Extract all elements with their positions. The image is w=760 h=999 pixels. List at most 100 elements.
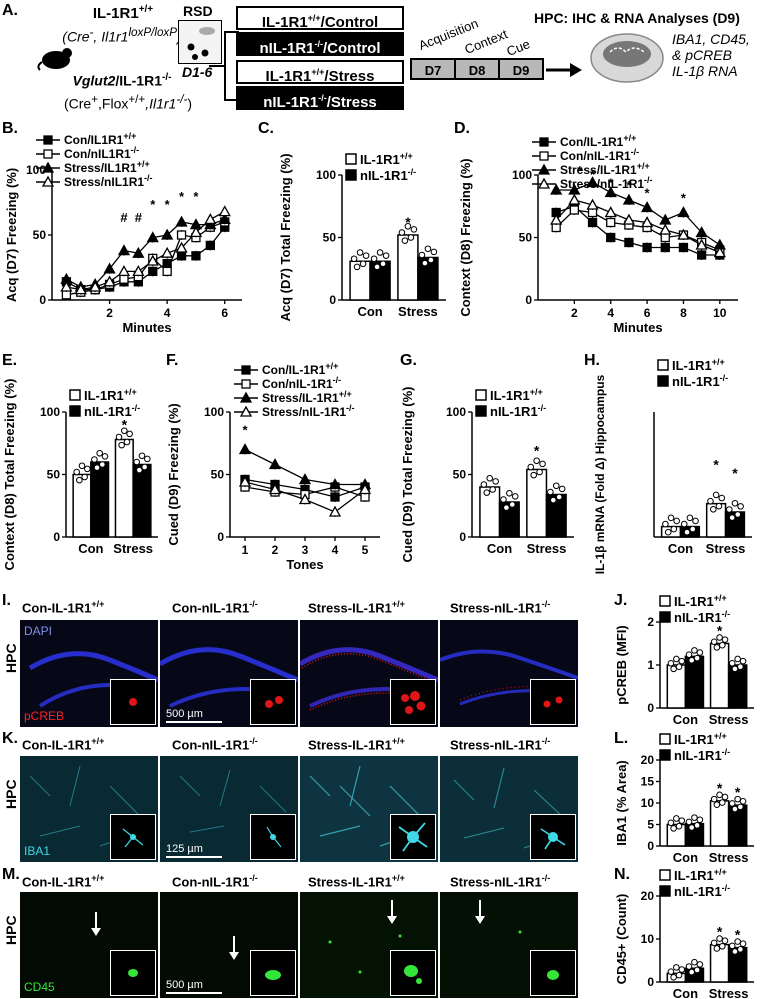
k-image-con-wt: IBA1 [20, 756, 158, 862]
H-legend-wt-text: IL-1R1+/+ [672, 357, 725, 373]
J-dot-1-0-4 [721, 636, 729, 643]
H-dot-1-0-0 [707, 497, 714, 505]
B-legend-3-marker [41, 175, 55, 187]
E-dot-0-0-0 [73, 468, 80, 476]
E-dot-1-1-3 [141, 463, 148, 471]
N-legend-wt-swatch [659, 869, 671, 881]
G-dot-1-1-4 [558, 485, 566, 493]
G-dot-0-1-3 [508, 501, 516, 508]
L-dot-1-0-1 [713, 801, 721, 809]
N-ytick-label-0: 0 [647, 975, 654, 989]
iba1-stain-label: IBA1 [24, 844, 51, 858]
F-series-2-point-1 [268, 458, 282, 470]
mouse2-label: Vglut2/IL-1R1-/- [72, 72, 172, 89]
D-series-3-point-2 [586, 198, 599, 210]
N-dot-0-1-1 [688, 968, 696, 976]
N-dot-0-0-0 [667, 968, 675, 975]
hpc-list: IBA1, CD45, & pCREB IL-1β RNA [672, 31, 750, 79]
D-series-0-line [555, 205, 720, 256]
B-ytick-label-1: 50 [33, 228, 47, 242]
J-dot-1-1-3 [737, 663, 744, 671]
m-title-1: Con-IL-1R1+/+ [22, 873, 105, 890]
H-dot-0-1-4 [692, 517, 699, 525]
B-series-2-point-3 [103, 262, 116, 274]
m-image-stress-ko [440, 892, 578, 998]
B-series-1-line [66, 221, 225, 296]
N-category-0: Con [673, 986, 698, 999]
D-annotation-1: * [608, 176, 614, 191]
H-dot-0-0-2 [667, 514, 675, 522]
B-legend-1-text: Con/nIL1R1-/- [64, 145, 139, 161]
B-ytick-label-2: 100 [26, 163, 46, 177]
C-ytick-label-2: 100 [316, 168, 336, 182]
k-image-stress-ko [440, 756, 578, 862]
B-series-3-point-1 [74, 283, 87, 295]
E-dot-0-1-2 [96, 449, 103, 457]
k-title-3: Stress-IL-1R1+/+ [308, 736, 405, 753]
D-series-1-point-1 [569, 205, 580, 215]
C-dot-1-1-2 [424, 245, 432, 253]
H-dot-0-0-1 [664, 528, 672, 536]
J-dot-1-0-1 [713, 644, 721, 651]
L-dot-1-0-2 [716, 791, 723, 799]
mouse2-genotype: (Cre+,Flox+/+,Il1r1-/-) [63, 93, 193, 112]
D-ytick-label-2: 100 [512, 168, 532, 182]
E-legend-ko-text: nIL-1R1-/- [84, 403, 140, 419]
B-legend-0-text: Con/IL1R1+/+ [64, 131, 136, 147]
m-scale-bar: 500 µm [166, 979, 222, 994]
B-annotation-0: # [120, 210, 128, 225]
E-dot-1-0-2 [121, 427, 128, 435]
H-dot-1-0-1 [709, 505, 717, 513]
G-dot-0-0-2 [486, 474, 494, 482]
H-dot-1-1-1 [728, 514, 736, 521]
F-annotation-0: * [242, 423, 248, 438]
m-inset-1 [110, 950, 156, 996]
i-title-1: Con-IL-1R1+/+ [22, 599, 105, 616]
B-series-2-point-7 [161, 228, 174, 240]
N-dot-0-0-2 [673, 964, 680, 971]
m-title-2: Con-nIL-1R1-/- [172, 873, 258, 890]
panel-letter-k: K. [2, 730, 18, 747]
B-series-2-point-11 [218, 213, 231, 225]
G-dot-1-0-0 [527, 463, 535, 471]
F-ytick-label-2: 100 [204, 405, 224, 419]
C-dot-0-0-3 [359, 260, 367, 268]
D-series-0-point-6 [660, 242, 670, 253]
C-annotation-0: * [405, 214, 411, 230]
E-dot-0-0-4 [84, 465, 91, 473]
L-category-1: Stress [709, 850, 749, 864]
N-dot-0-1-3 [693, 966, 701, 974]
D-series-0-point-7 [678, 242, 689, 253]
panel-letter-c: C. [258, 120, 274, 137]
G-dot-0-1-2 [506, 489, 513, 497]
G-bar-1-0 [526, 468, 548, 538]
L-dot-0-0-3 [675, 822, 683, 830]
C-bar-1-1 [417, 256, 439, 301]
F-series-2-point-2 [298, 473, 312, 485]
m-image-con-wt: CD45 [20, 892, 158, 998]
i-scale-bar: 500 µm [166, 708, 222, 723]
dapi-stain-label: DAPI [24, 624, 53, 638]
D-series-0-point-8 [696, 250, 707, 260]
B-series-3-point-8 [175, 241, 188, 253]
i-inset-1 [110, 679, 156, 725]
k-title-2: Con-nIL-1R1-/- [172, 736, 258, 753]
E-dot-0-1-1 [93, 464, 101, 471]
D-xtick-label-4: 10 [713, 306, 727, 320]
C-dot-0-1-3 [379, 260, 387, 268]
L-dot-0-1-2 [691, 814, 698, 821]
group-box-4: nIL-1R1-/-/Stress [236, 86, 404, 111]
G-dot-1-0-1 [530, 471, 538, 479]
L-annotation-1: * [735, 784, 741, 800]
i-title-3: Stress-IL-1R1+/+ [308, 599, 405, 616]
C-bar-0-1 [369, 260, 391, 301]
G-dot-1-1-2 [552, 482, 560, 490]
N-dot-1-1-2 [734, 938, 741, 945]
G-legend-wt-swatch [475, 389, 487, 401]
L-dot-1-0-0 [710, 795, 718, 803]
E-legend-wt-swatch [69, 389, 81, 401]
H-annotation-0: * [713, 457, 719, 473]
C-dot-1-1-4 [430, 248, 438, 256]
D-legend-2-text: Stress/IL-1R1+/+ [560, 161, 650, 177]
k-scale-bar: 125 µm [166, 843, 222, 858]
